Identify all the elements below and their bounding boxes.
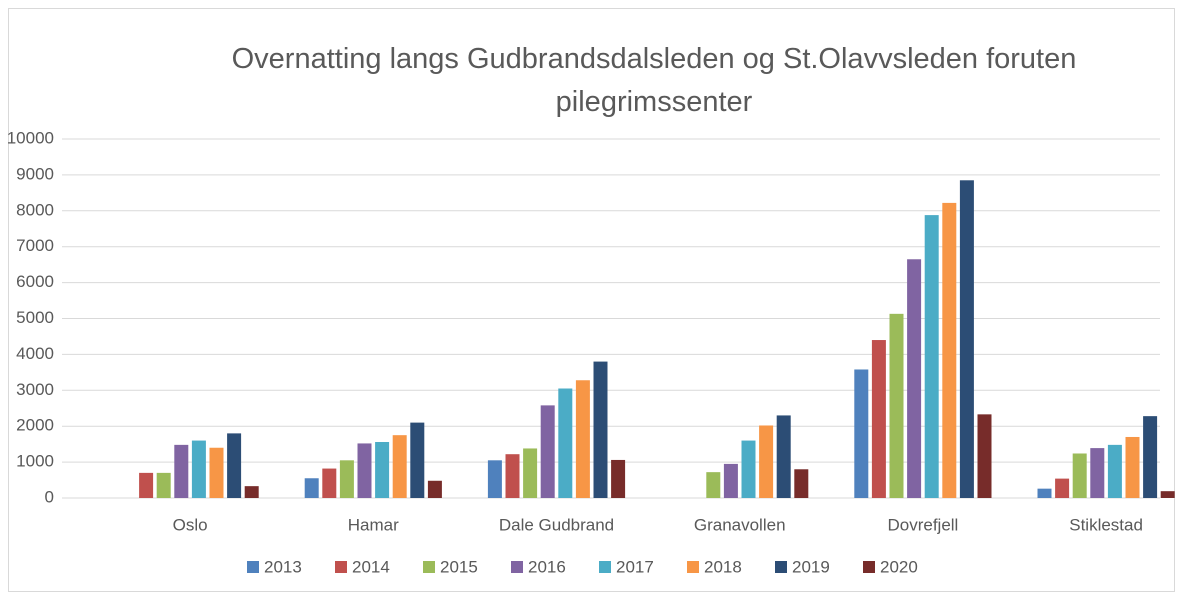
legend-swatch (687, 561, 699, 573)
bar (227, 433, 242, 498)
bar (427, 480, 442, 498)
bar (889, 313, 904, 498)
y-tick-label: 2000 (16, 416, 54, 435)
bar (1160, 491, 1175, 498)
bar (907, 259, 922, 498)
legend-swatch (863, 561, 875, 573)
bar (1090, 448, 1105, 498)
bar (139, 472, 154, 498)
bar (924, 215, 939, 498)
bar (1143, 416, 1158, 498)
legend-label: 2016 (528, 557, 566, 576)
legend-label: 2014 (352, 557, 390, 576)
legend-label: 2017 (616, 557, 654, 576)
legend-swatch (511, 561, 523, 573)
x-tick-label: Dale Gudbrand (499, 515, 614, 534)
x-tick-label: Oslo (173, 515, 208, 534)
bar (794, 469, 809, 498)
bar (392, 435, 407, 498)
legend-label: 2018 (704, 557, 742, 576)
bar (1107, 444, 1122, 498)
x-tick-label: Hamar (348, 515, 399, 534)
chart-border (8, 8, 1175, 592)
bar (375, 441, 390, 498)
bar (156, 472, 171, 498)
bar (322, 468, 337, 498)
legend-swatch (599, 561, 611, 573)
bar (523, 448, 538, 498)
bar (776, 415, 791, 498)
x-tick-label: Granavollen (694, 515, 786, 534)
bar (209, 447, 224, 498)
y-tick-label: 5000 (16, 308, 54, 327)
bar (244, 486, 259, 498)
legend-swatch (247, 561, 259, 573)
legend-swatch (335, 561, 347, 573)
bar (959, 180, 974, 498)
bar (575, 380, 590, 498)
legend-swatch (423, 561, 435, 573)
bar (759, 425, 774, 498)
x-tick-label: Dovrefjell (887, 515, 958, 534)
y-tick-label: 4000 (16, 344, 54, 363)
bar (593, 361, 608, 498)
bar (1055, 478, 1070, 498)
bar (505, 454, 520, 498)
chart-title: Overnatting langs Gudbrandsdalsleden og … (231, 43, 1077, 118)
y-tick-label: 3000 (16, 380, 54, 399)
bar (174, 444, 189, 498)
bar (871, 340, 886, 498)
legend-label: 2019 (792, 557, 830, 576)
legend-label: 2020 (880, 557, 918, 576)
y-tick-label: 0 (45, 487, 54, 506)
bar (942, 202, 957, 499)
bar (1072, 453, 1087, 498)
bar (558, 388, 573, 498)
bar (1125, 436, 1140, 498)
x-tick-label: Stiklestad (1069, 515, 1143, 534)
bar (304, 478, 319, 498)
bar (540, 405, 555, 498)
bar (611, 459, 626, 498)
legend-label: 2013 (264, 557, 302, 576)
bar (357, 443, 372, 498)
legend-swatch (775, 561, 787, 573)
y-tick-label: 8000 (16, 200, 54, 219)
bar (706, 472, 721, 498)
bar (487, 460, 502, 498)
bar (977, 414, 992, 498)
bar (741, 440, 756, 498)
y-tick-label: 9000 (16, 164, 54, 183)
y-tick-label: 6000 (16, 272, 54, 291)
bar (191, 440, 206, 498)
y-tick-label: 1000 (16, 452, 54, 471)
y-tick-label: 10000 (7, 128, 54, 147)
bar (854, 369, 869, 498)
bar (723, 463, 738, 498)
legend-label: 2015 (440, 557, 478, 576)
bar (339, 460, 354, 498)
bar (1037, 488, 1052, 498)
y-tick-label: 7000 (16, 236, 54, 255)
bar (410, 422, 425, 498)
